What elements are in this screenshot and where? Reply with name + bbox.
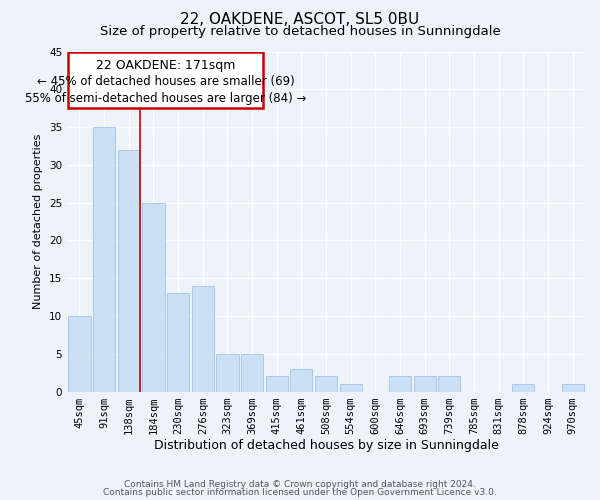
Bar [142,202,164,392]
Text: ← 45% of detached houses are smaller (69): ← 45% of detached houses are smaller (69… [37,75,295,88]
Bar [562,384,584,392]
Bar [241,354,263,392]
Bar [315,376,337,392]
Bar [413,376,436,392]
X-axis label: Distribution of detached houses by size in Sunningdale: Distribution of detached houses by size … [154,440,499,452]
Text: 55% of semi-detached houses are larger (84) →: 55% of semi-detached houses are larger (… [25,92,307,105]
Text: Contains HM Land Registry data © Crown copyright and database right 2024.: Contains HM Land Registry data © Crown c… [124,480,476,489]
FancyBboxPatch shape [68,52,263,108]
Bar [266,376,288,392]
Bar [512,384,535,392]
Text: 22 OAKDENE: 171sqm: 22 OAKDENE: 171sqm [96,58,235,71]
Text: Size of property relative to detached houses in Sunningdale: Size of property relative to detached ho… [100,25,500,38]
Bar [340,384,362,392]
Bar [217,354,239,392]
Bar [167,294,189,392]
Y-axis label: Number of detached properties: Number of detached properties [34,134,43,309]
Bar [389,376,411,392]
Bar [118,150,140,392]
Bar [290,369,313,392]
Bar [438,376,460,392]
Text: 22, OAKDENE, ASCOT, SL5 0BU: 22, OAKDENE, ASCOT, SL5 0BU [181,12,419,28]
Text: Contains public sector information licensed under the Open Government Licence v3: Contains public sector information licen… [103,488,497,497]
Bar [191,286,214,392]
Bar [68,316,91,392]
Bar [93,127,115,392]
